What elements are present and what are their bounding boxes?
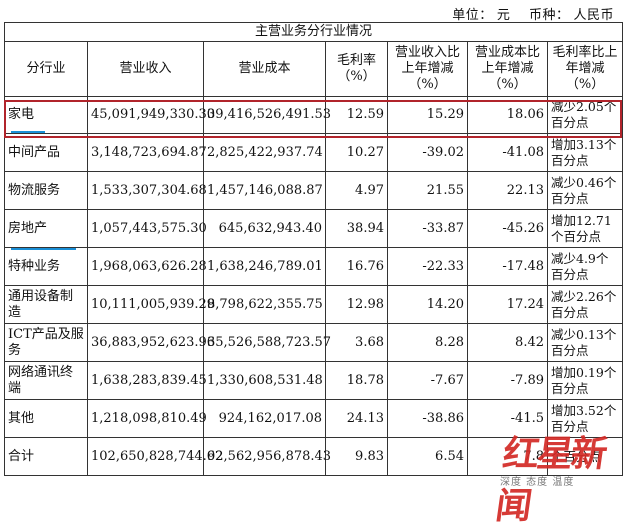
table-cell: 7.8 [467,437,548,476]
table-body: 家电 45,091,949,330.30 39,416,526,491.53 12.5… [4,96,624,476]
table-cell: 18.78 [325,361,388,400]
table-cell: 45,091,949,330.30 [87,96,215,134]
table-cell: 1,218,098,810.49 [87,399,207,438]
table-cell: 中间产品 [4,133,88,172]
table-cell: 1,968,063,626.28 [87,247,207,286]
table-cell: -39.02 [387,133,468,172]
table-cell: 特种业务 [4,247,88,286]
watermark: 红星新闻 深度 态度 温度 [493,425,620,527]
table-row: 房地产 1,057,443,575.30 645,632,943.40 38.94 -3… [4,209,624,248]
table-cell: 1,638,283,839.45 [87,361,207,400]
header-row: 分行业 营业收入 营业成本 毛利率（%） 营业收入比上年增减（%） 营业成本比上… [4,41,624,97]
table-cell: 减少0.46个百分点 [546,171,624,210]
table-cell: -38.86 [387,399,468,438]
header-cell: 分行业 [4,41,88,97]
table-cell: -33.87 [387,209,468,248]
unit-line: 单位：元 币种： 人民币 [448,4,614,23]
table-cell: 39,416,526,491.53 [203,96,331,134]
table-cell: 16.76 [325,247,388,286]
table-cell: 38.94 [325,209,388,248]
table-cell: 通用设备制造 [4,285,88,324]
currency-label: 币种： [528,8,570,23]
table-cell: 10.27 [325,133,388,172]
table-row: 特种业务 1,968,063,626.28 1,638,246,789.01 16.7… [4,247,624,286]
table-cell: -22.33 [387,247,468,286]
table-cell: 减少2.05个百分点 [546,96,624,134]
table-cell: 21.55 [387,171,468,210]
table-cell: 10,111,005,939.29 [87,285,215,324]
table-cell: ICT产品及服务 [4,323,88,362]
table-cell: 36,883,952,623.96 [87,323,215,362]
table-row: 物流服务 1,533,307,304.68 1,457,146,088.87 4.97… [4,171,624,210]
table-cell: 102,650,828,744.62 [87,437,223,476]
table-row: 其他 1,218,098,810.49 924,162,017.08 24.13 -38… [4,399,624,438]
table-cell: 924,162,017.08 [203,399,326,438]
header-cell: 毛利率（%） [325,41,388,97]
header-cell: 营业成本比上年增减（%） [467,41,548,97]
table-cell: 增加0.19个百分点 [546,361,624,400]
table-cell: 合计 [4,437,88,476]
table-cell: -7.67 [387,361,468,400]
table-cell: 1,330,608,531.48 [203,361,326,400]
table-cell: 14.20 [387,285,468,324]
table-cell: 8.42 [467,323,548,362]
table-cell: 1,638,246,789.01 [203,247,326,286]
table-cell: -45.26 [467,209,548,248]
table-cell: 减少2.26个百分点 [546,285,624,324]
table-cell: -7.89 [467,361,548,400]
table-cell: 18.06 [467,96,548,134]
table-cell: 17.24 [467,285,548,324]
table-cell: -41.08 [467,133,548,172]
table-cell: 网络通讯终端 [4,361,88,400]
currency-value: 人民币 [573,8,614,23]
table-cell: -17.48 [467,247,548,286]
category-underline [11,131,45,133]
table-cell: 9.83 [325,437,388,476]
table-cell: 12.59 [325,96,388,134]
table-cell: 3.68 [325,323,388,362]
table-cell: 15.29 [387,96,468,134]
category-underline [11,248,76,250]
table-cell: 增加3.13个百分点 [546,133,624,172]
table-cell: 92,562,956,878.43 [203,437,331,476]
header-cell: 营业收入比上年增减（%） [387,41,468,97]
table-cell: 1,533,307,304.68 [87,171,207,210]
table-cell: 1,457,146,088.87 [203,171,326,210]
table-cell: 减少0.13个百分点 [546,323,624,362]
table-cell: 其他 [4,399,88,438]
table-cell: 物流服务 [4,171,88,210]
table-cell: 家电 [4,96,88,134]
table-cell: 2,825,422,937.74 [203,133,326,172]
table-cell: 8.28 [387,323,468,362]
table-cell: 3,148,723,694.87 [87,133,207,172]
table-cell: 增加12.71个百分点 [546,209,624,248]
industry-revenue-table: 主营业务分行业情况 分行业 营业收入 营业成本 毛利率（%） 营业收入比上年增减… [3,22,624,476]
unit-label: 单位： [452,8,493,23]
table-cell: 增加3.52个百分点 [546,399,624,438]
table-cell: 645,632,943.40 [203,209,326,248]
table-row: 家电 45,091,949,330.30 39,416,526,491.53 12.5… [4,96,624,134]
table-row: 网络通讯终端 1,638,283,839.45 1,330,608,531.48 18… [4,361,624,400]
table-row: 合计 102,650,828,744.62 92,562,956,878.43 9.8… [4,437,624,476]
table-cell: 4.97 [325,171,388,210]
table-title: 主营业务分行业情况 [3,22,624,42]
unit-value: 元 [496,8,511,23]
table-row: ICT产品及服务 36,883,952,623.96 35,526,588,723.… [4,323,624,362]
table-cell: 12.98 [325,285,388,324]
header-cell: 营业成本 [203,41,326,97]
table-row: 中间产品 3,148,723,694.87 2,825,422,937.74 10.2… [4,133,624,172]
table-cell: 24.13 [325,399,388,438]
table-cell: 房地产 [4,209,88,248]
table-cell: 减少4.9个百分点 [546,247,624,286]
table-cell: 22.13 [467,171,548,210]
table-cell: 35,526,588,723.57 [203,323,331,362]
table-row: 通用设备制造 10,111,005,939.29 8,798,622,355.75 1… [4,285,624,324]
watermark-subtitle: 深度 态度 温度 [500,477,575,488]
table-cell: 个百分点 [546,437,624,476]
header-cell: 毛利率比上年增减（%） [546,41,624,97]
table-cell: 8,798,622,355.75 [203,285,326,324]
table-cell: 6.54 [387,437,468,476]
header-cell: 营业收入 [87,41,204,97]
table-cell: 1,057,443,575.30 [87,209,207,248]
